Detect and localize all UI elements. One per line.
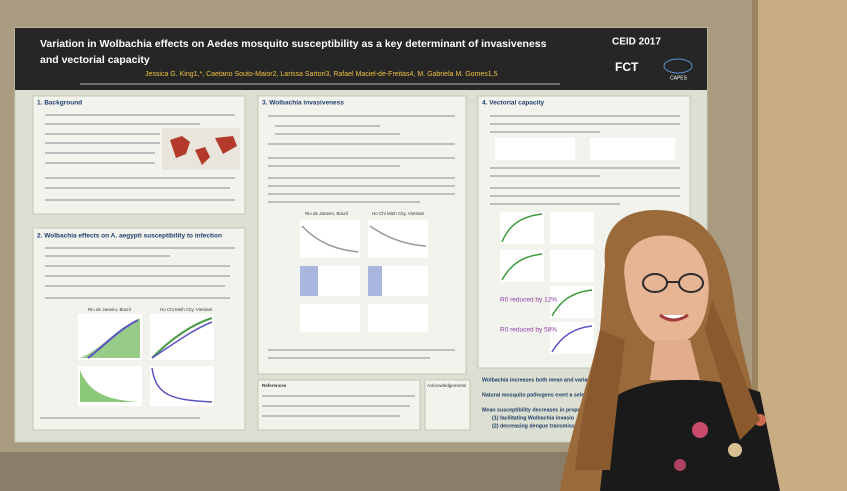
box-heading: References [262,383,287,388]
plot [150,366,214,406]
section-heading: 2. Wolbachia effects on A. aegypti susce… [37,233,222,240]
plot-line [151,367,213,403]
text-lines [268,115,455,203]
text-lines [45,247,235,299]
door [752,0,847,491]
result-label: R0 reduced by 12% [500,297,557,304]
logo: CAPES [670,75,688,81]
plot [500,212,544,244]
acknowledgements-box [424,379,471,431]
authors: Jessica G. King1,*, Caetano Souto-Maior2… [145,71,498,78]
poster-header [15,28,707,90]
plot-line [551,325,593,353]
result-label: R0 reduced by 58% [500,327,557,334]
text-lines [45,114,235,201]
text-lines [490,115,680,205]
plot-title: Rio de Janeiro, Brazil [305,211,348,216]
plot [368,304,428,332]
plot-title: Rio de Janeiro, Brazil [88,307,131,312]
plot-line [369,225,427,247]
plot [550,250,594,282]
plot-line [501,253,543,281]
section-heading: 1. Background [37,100,82,107]
plot [300,220,360,258]
plot [550,212,594,244]
logo-mark [663,58,693,74]
poster-title: Variation in Wolbachia effects on Aedes … [40,38,547,50]
plot-area [300,266,318,296]
box-heading: Acknowledgements [427,383,467,388]
plot-area [80,370,140,402]
plot [368,220,428,258]
conclusion: Wolbachia increases both mean and varian… [482,377,596,383]
section-heading: 3. Wolbachia invasiveness [262,100,344,107]
person [560,210,780,491]
plot-title: Ho Chi Minh City, Vietnam [160,307,213,312]
map-regions [170,136,237,165]
conclusion: Mean susceptibility decreases in propo [482,407,582,413]
plot-line [87,319,139,359]
plot-line [151,317,213,359]
plot-area [368,266,382,296]
conclusion: Natural mosquito pathogens exert a sele [482,392,584,398]
conclusion: (1) facilitating Wolbachia invasio [492,415,575,421]
logo: FCT [615,60,639,74]
plot-line [151,321,213,359]
references-box [257,379,421,431]
poster-title: and vectorial capacity [40,54,150,66]
plot-line [501,213,543,243]
conclusion: (2) decreasing dengue transmissi [492,423,577,429]
plot-line [301,225,359,253]
plot-title: Ho Chi Minh City, Vietnam [372,211,425,216]
door-frame [752,0,758,491]
section-heading: 4. Vectorial capacity [482,100,545,107]
logo: CEID 2017 [612,37,661,48]
plot-line [551,289,593,317]
plot [300,304,360,332]
section-box [257,95,467,375]
